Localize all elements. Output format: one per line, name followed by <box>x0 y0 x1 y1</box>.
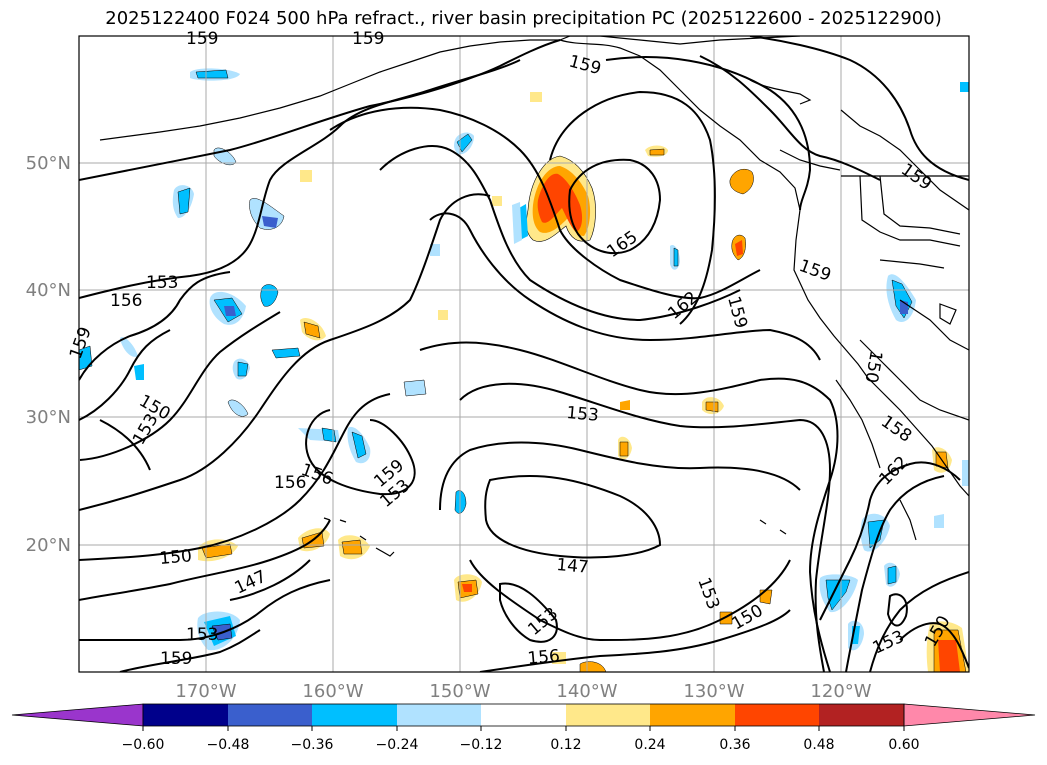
precip-blob-orange-2 <box>729 169 754 195</box>
colorbar-tick-label: 0.24 <box>634 737 665 753</box>
colorbar-segment <box>397 704 481 726</box>
map-frame <box>78 35 970 673</box>
contour-label: 153 <box>146 273 178 293</box>
lon-label-130w: 130°W <box>683 681 744 702</box>
contour-label: 147 <box>556 555 590 578</box>
contour-label: 159 <box>160 649 192 669</box>
map-title: 2025122400 F024 500 hPa refract., river … <box>105 8 942 29</box>
contour-label: 156 <box>110 291 142 311</box>
colorbar-segment <box>143 704 228 726</box>
colorbar-high-extension <box>903 703 1036 727</box>
lat-label-20n: 20°N <box>26 535 71 556</box>
refractivity-contours <box>79 36 969 672</box>
colorbar-segment <box>481 704 566 726</box>
colorbar-tick-label: −0.12 <box>460 737 503 753</box>
contour-label: 156 <box>527 646 561 669</box>
colorbar-tick-label: 0.36 <box>719 737 750 753</box>
contour-label: 159 <box>352 29 384 49</box>
colorbar-tick-label: 0.48 <box>803 737 834 753</box>
colorbar-tick-label: −0.60 <box>122 737 165 753</box>
contour-label: 153 <box>566 403 600 426</box>
lon-label-120w: 120°W <box>810 681 871 702</box>
colorbar-tick-label: −0.48 <box>207 737 250 753</box>
contour-label: 150 <box>159 546 193 569</box>
colorbar-segment <box>566 704 650 726</box>
colorbar-tick-label: 0.60 <box>888 737 919 753</box>
lat-label-40n: 40°N <box>26 280 71 301</box>
colorbar-tick-label: −0.36 <box>291 737 334 753</box>
colorbar-segment <box>650 704 735 726</box>
lon-label-160w: 160°W <box>302 681 363 702</box>
colorbar: −0.60 −0.48 −0.36 −0.24 −0.12 0.12 0.24 … <box>11 703 1036 753</box>
colorbar-low-extension <box>11 703 144 727</box>
contour-label: 159 <box>186 29 218 49</box>
lon-label-150w: 150°W <box>429 681 490 702</box>
colorbar-segment <box>228 704 312 726</box>
colorbar-segment <box>819 704 904 726</box>
colorbar-tick-label: 0.12 <box>550 737 581 753</box>
colorbar-segment <box>735 704 819 726</box>
lon-label-170w: 170°W <box>175 681 236 702</box>
lon-label-140w: 140°W <box>556 681 617 702</box>
lat-label-30n: 30°N <box>26 407 71 428</box>
latitude-labels: 50°N 40°N 30°N 20°N <box>26 153 71 556</box>
colorbar-tick-label: −0.24 <box>376 737 419 753</box>
colorbar-segment <box>312 704 397 726</box>
contour-label: 153 <box>186 625 218 645</box>
lat-label-50n: 50°N <box>26 153 71 174</box>
contour-label: 156 <box>274 473 306 493</box>
map-background <box>79 36 969 672</box>
longitude-labels: 170°W 160°W 150°W 140°W 130°W 120°W <box>175 681 871 702</box>
